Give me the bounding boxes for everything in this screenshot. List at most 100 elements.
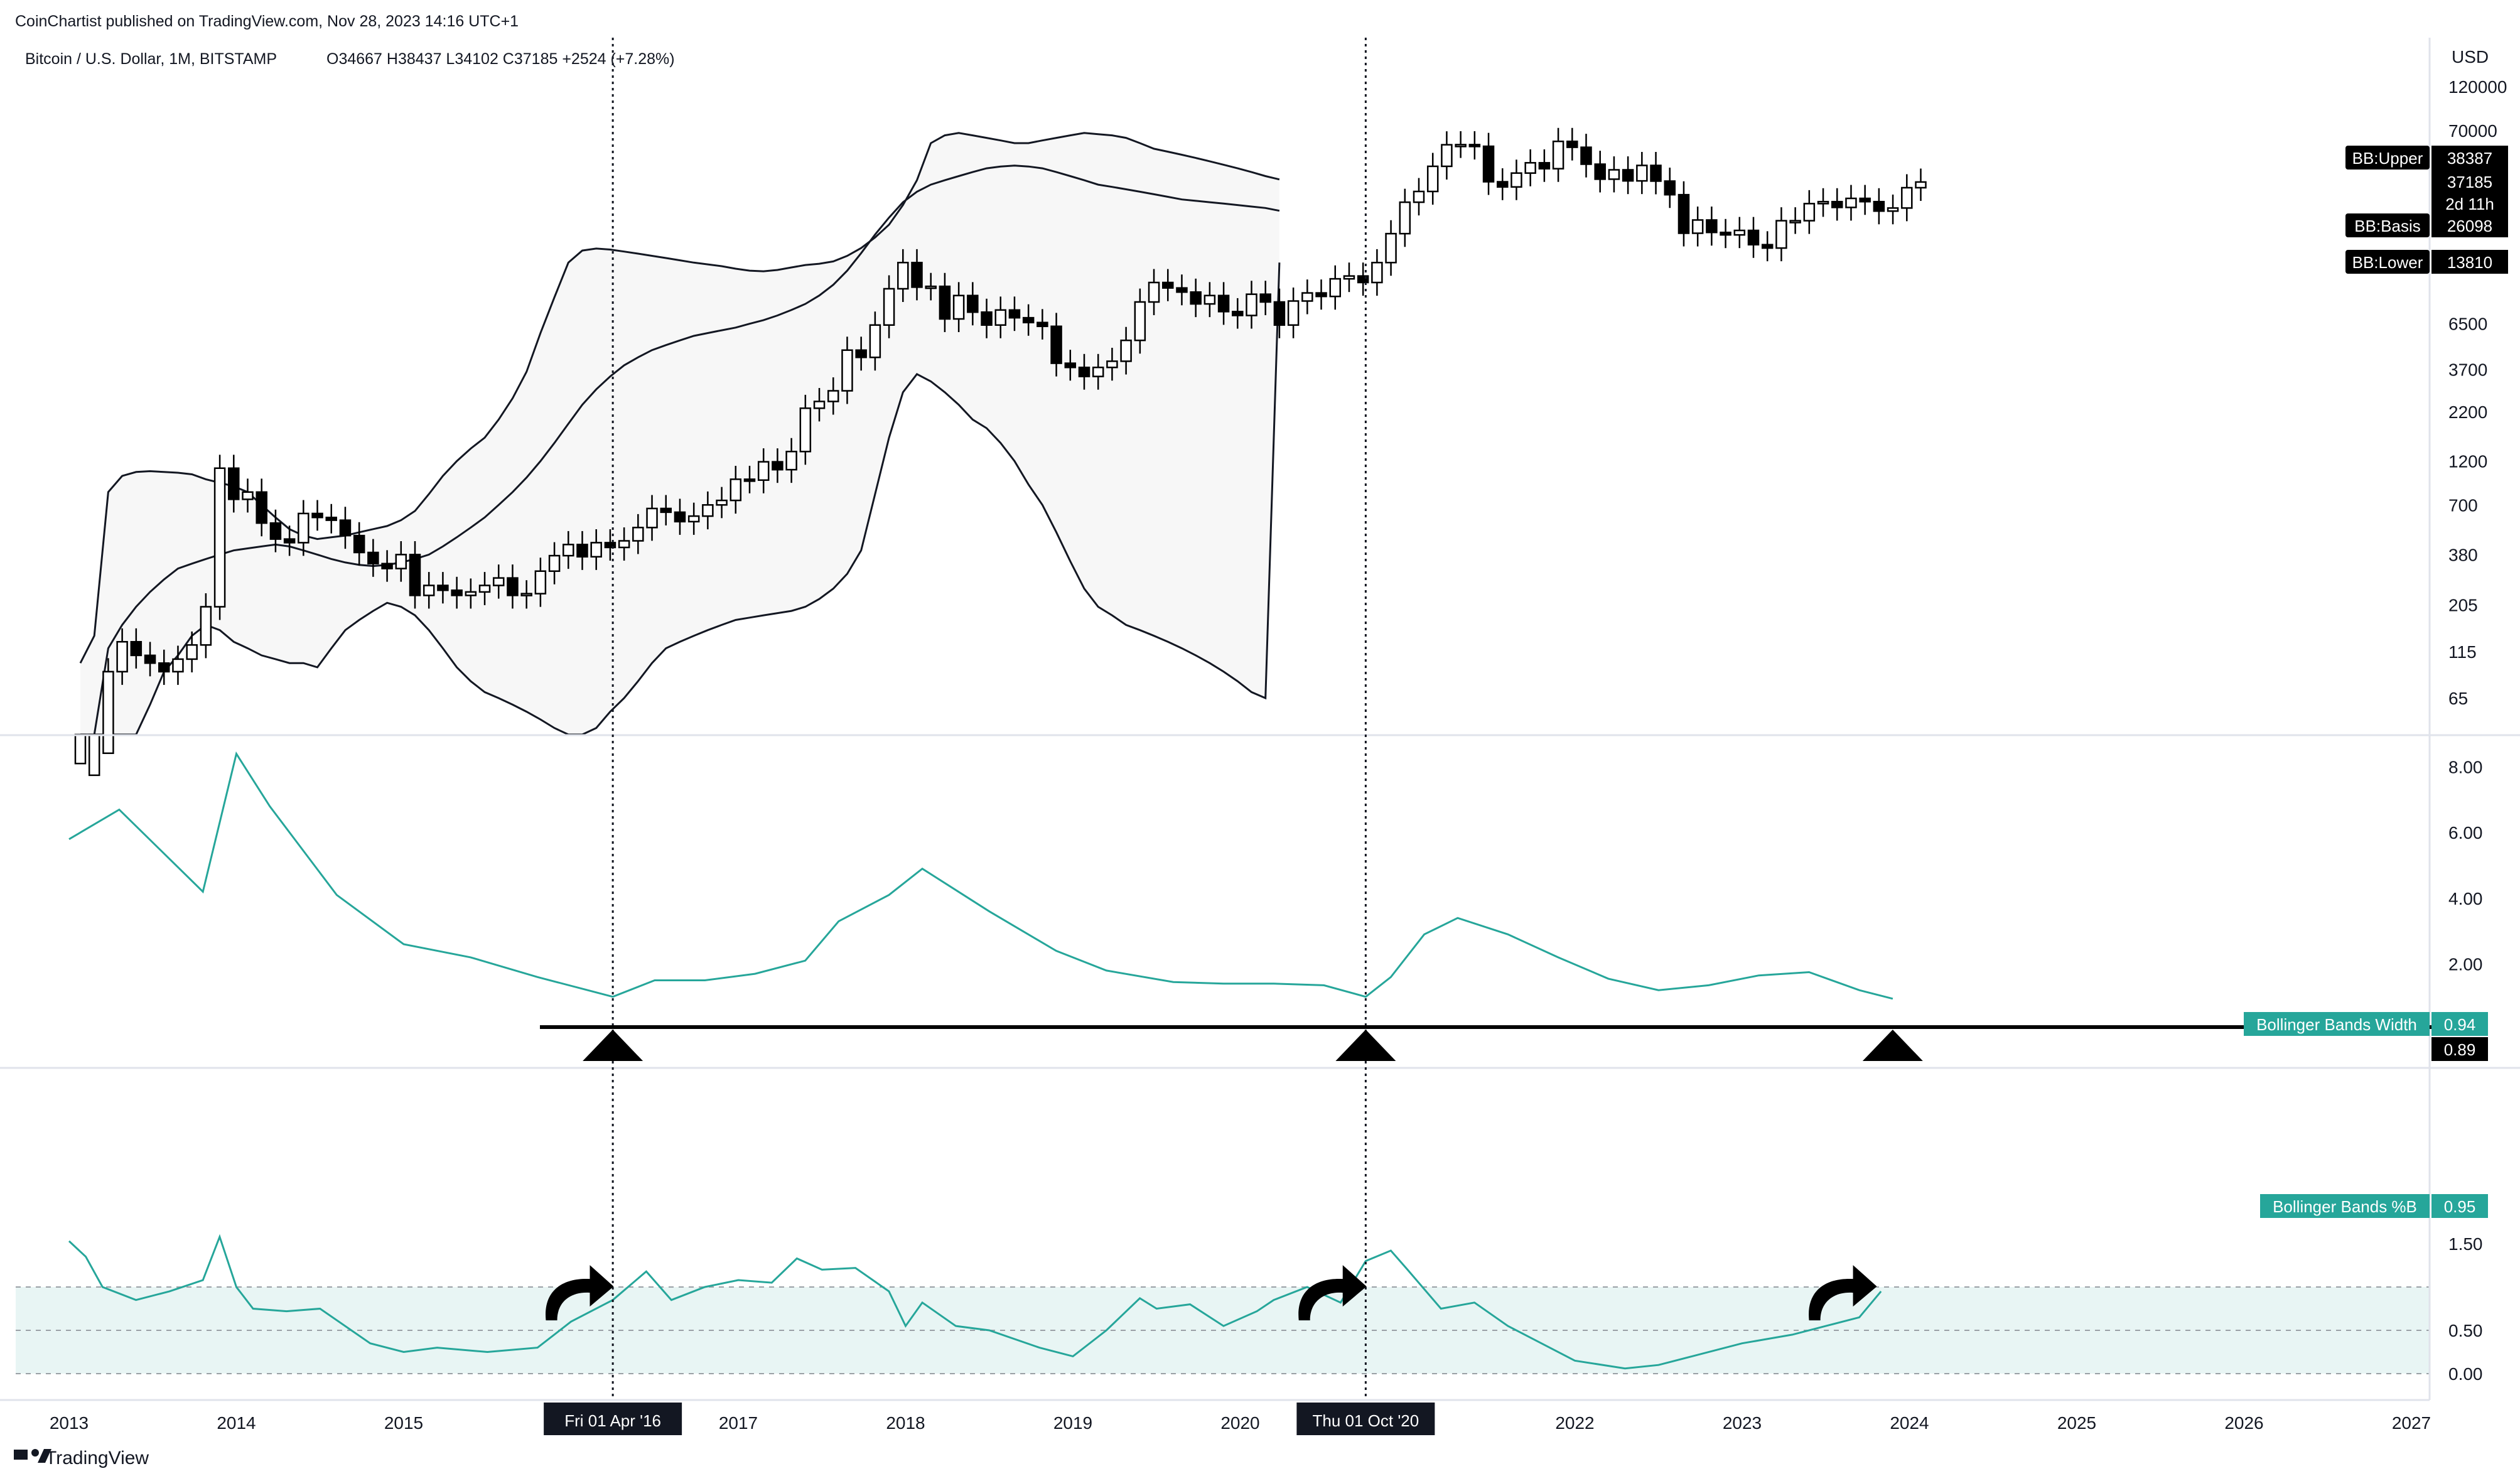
candle-body bbox=[1691, 219, 1704, 234]
time-axis-tick: 2023 bbox=[1723, 1413, 1762, 1433]
candle-body bbox=[325, 516, 337, 521]
candle-body bbox=[1329, 277, 1341, 298]
candle-body bbox=[883, 288, 895, 326]
candle-body bbox=[646, 507, 658, 529]
bb-lower-line bbox=[80, 262, 1281, 736]
candle-body bbox=[716, 499, 728, 506]
candle-body bbox=[1817, 200, 1829, 205]
candle-body bbox=[1468, 144, 1481, 148]
candle-body bbox=[1092, 366, 1104, 377]
candle-body bbox=[409, 554, 421, 596]
price-axis-tick: 205 bbox=[2448, 595, 2478, 615]
candle-body bbox=[1426, 165, 1439, 193]
candle-body bbox=[939, 285, 951, 320]
price-tag-value: 13810 bbox=[2447, 253, 2492, 272]
bb-upper-line bbox=[79, 132, 1280, 664]
candle-body bbox=[1664, 180, 1676, 196]
cursor-date-label: Fri 01 Apr '16 bbox=[564, 1411, 661, 1430]
candle-body bbox=[1831, 200, 1843, 208]
candle-body bbox=[144, 654, 156, 664]
candle-body bbox=[1078, 366, 1090, 377]
tradingview-logo-icon bbox=[14, 1449, 51, 1463]
price-tag-value: 37185 bbox=[2447, 173, 2492, 191]
candle-body bbox=[88, 733, 100, 777]
time-axis-tick: 2013 bbox=[50, 1413, 89, 1433]
price-tag-box bbox=[2431, 146, 2508, 170]
candle-body bbox=[925, 285, 937, 289]
pctb-axis-tick: 1.50 bbox=[2448, 1234, 2483, 1254]
candle-body bbox=[465, 591, 477, 596]
candle-body bbox=[74, 733, 87, 765]
symbol-label: Bitcoin / U.S. Dollar, 1M, BITSTAMP bbox=[25, 50, 277, 68]
cursor-date-tag bbox=[1296, 1403, 1435, 1435]
time-axis-tick: 2017 bbox=[719, 1413, 758, 1433]
candle-body bbox=[1273, 301, 1286, 326]
candle-body bbox=[1524, 162, 1536, 174]
curved-arrow-icon bbox=[1298, 1265, 1367, 1321]
candle-body bbox=[1371, 262, 1383, 284]
pctb-line bbox=[68, 1234, 1882, 1370]
time-axis-tick: 2014 bbox=[217, 1413, 256, 1433]
candle-body bbox=[813, 401, 826, 409]
price-tag-value: 38387 bbox=[2447, 149, 2492, 168]
candle-body bbox=[1050, 325, 1062, 364]
candle-body bbox=[1580, 146, 1592, 165]
candle-body bbox=[451, 589, 463, 596]
bb-tag-label: BB:Lower bbox=[2352, 253, 2423, 272]
time-axis-tick: 2025 bbox=[2057, 1413, 2096, 1433]
candle-body bbox=[563, 544, 574, 557]
bollinger-band-fill bbox=[80, 132, 1279, 735]
candle-body bbox=[1357, 275, 1369, 284]
candle-body bbox=[1510, 172, 1522, 188]
candle-body bbox=[1706, 219, 1718, 234]
candle-body bbox=[548, 554, 561, 572]
candle-body bbox=[576, 544, 588, 558]
candle-body bbox=[1733, 229, 1746, 236]
candle-body bbox=[1232, 311, 1244, 316]
candle-body bbox=[785, 450, 797, 471]
candle-body bbox=[507, 577, 519, 596]
price-axis-tick: 120000 bbox=[2448, 77, 2507, 97]
candle-body bbox=[702, 504, 714, 517]
candle-body bbox=[1064, 362, 1077, 369]
candle-body bbox=[660, 507, 672, 514]
candle-body bbox=[478, 584, 491, 593]
width-value: 0.94 bbox=[2444, 1015, 2476, 1034]
candle-body bbox=[674, 511, 686, 523]
price-axis-tick: 65 bbox=[2448, 689, 2468, 708]
candle-body bbox=[1217, 294, 1230, 313]
triangle-marker-icon bbox=[583, 1030, 643, 1061]
candle-body bbox=[1343, 275, 1355, 280]
candle-body bbox=[116, 641, 128, 673]
candle-body bbox=[1022, 316, 1035, 324]
time-axis-tick: 2015 bbox=[384, 1413, 423, 1433]
curved-arrow-shape bbox=[1298, 1265, 1367, 1321]
candle-body bbox=[1803, 203, 1816, 222]
candle-body bbox=[200, 606, 212, 646]
bb-tag-label-box bbox=[2345, 146, 2430, 170]
price-axis-tick: 700 bbox=[2448, 495, 2478, 515]
bb-width-line bbox=[68, 751, 1893, 1000]
candle-body bbox=[172, 658, 184, 673]
candle-body bbox=[799, 407, 812, 453]
width-axis-tick: 8.00 bbox=[2448, 758, 2483, 777]
candle-body bbox=[632, 527, 644, 542]
candle-body bbox=[1636, 164, 1648, 182]
candle-body bbox=[1747, 229, 1760, 245]
candle-body bbox=[339, 519, 352, 537]
candle-body bbox=[1008, 309, 1021, 319]
candle-body bbox=[981, 311, 993, 326]
width-axis-tick: 6.00 bbox=[2448, 823, 2483, 843]
candle-body bbox=[423, 584, 435, 596]
width-axis-tick: 2.00 bbox=[2448, 954, 2483, 974]
pctb-value-box bbox=[2431, 1194, 2488, 1218]
bb-tag-label-box bbox=[2345, 250, 2430, 274]
candle-body bbox=[841, 349, 853, 392]
triangle-marker-icon bbox=[1862, 1030, 1923, 1061]
price-tag-box bbox=[2431, 250, 2508, 274]
candle-body bbox=[1134, 301, 1146, 342]
candle-body bbox=[1301, 292, 1313, 302]
candle-body bbox=[242, 491, 254, 500]
candle-body bbox=[1622, 169, 1634, 182]
